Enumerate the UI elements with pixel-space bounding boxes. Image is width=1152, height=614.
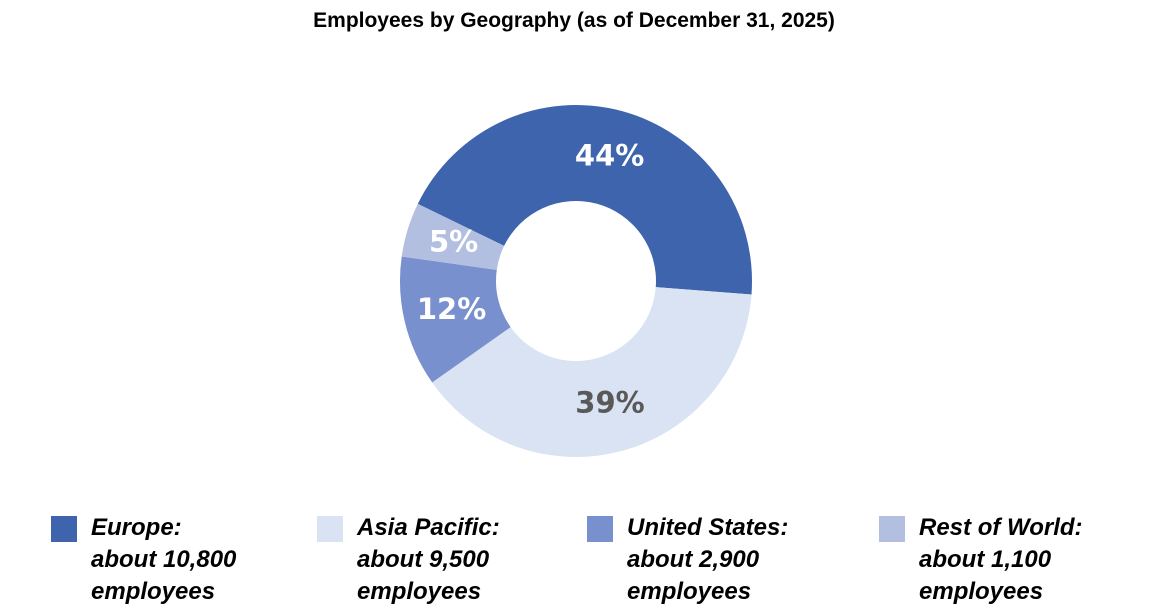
chart-title: Employees by Geography (as of December 3…: [313, 9, 835, 32]
legend-swatch: [879, 516, 905, 542]
donut-slice: [400, 256, 511, 383]
legend-note: about 2,900 employees: [627, 546, 760, 605]
legend-text: United States: about 2,900 employees: [627, 512, 817, 608]
slice-label: 44%: [575, 138, 644, 172]
slice-label: 12%: [417, 292, 486, 326]
legend-note: about 1,100 employees: [919, 546, 1052, 605]
legend-note: about 10,800 employees: [91, 546, 237, 605]
legend-label: Rest of World:: [919, 514, 1083, 541]
legend-label: United States:: [627, 514, 789, 541]
legend-label: Europe:: [91, 514, 182, 541]
donut-slice: [432, 287, 752, 458]
legend-text: Asia Pacific: about 9,500 employees: [357, 512, 547, 608]
legend-swatch: [51, 516, 77, 542]
slice-label: 5%: [429, 225, 478, 259]
legend-swatch: [587, 516, 613, 542]
slice-label: 39%: [575, 385, 644, 419]
donut-slice: [401, 203, 505, 270]
legend-text: Europe: about 10,800 employees: [91, 512, 281, 608]
legend-label: Asia Pacific:: [357, 514, 500, 541]
donut-slice: [417, 105, 752, 295]
legend-note: about 9,500 employees: [357, 546, 490, 605]
legend-swatch: [317, 516, 343, 542]
legend-text: Rest of World: about 1,100 employees: [919, 512, 1109, 608]
